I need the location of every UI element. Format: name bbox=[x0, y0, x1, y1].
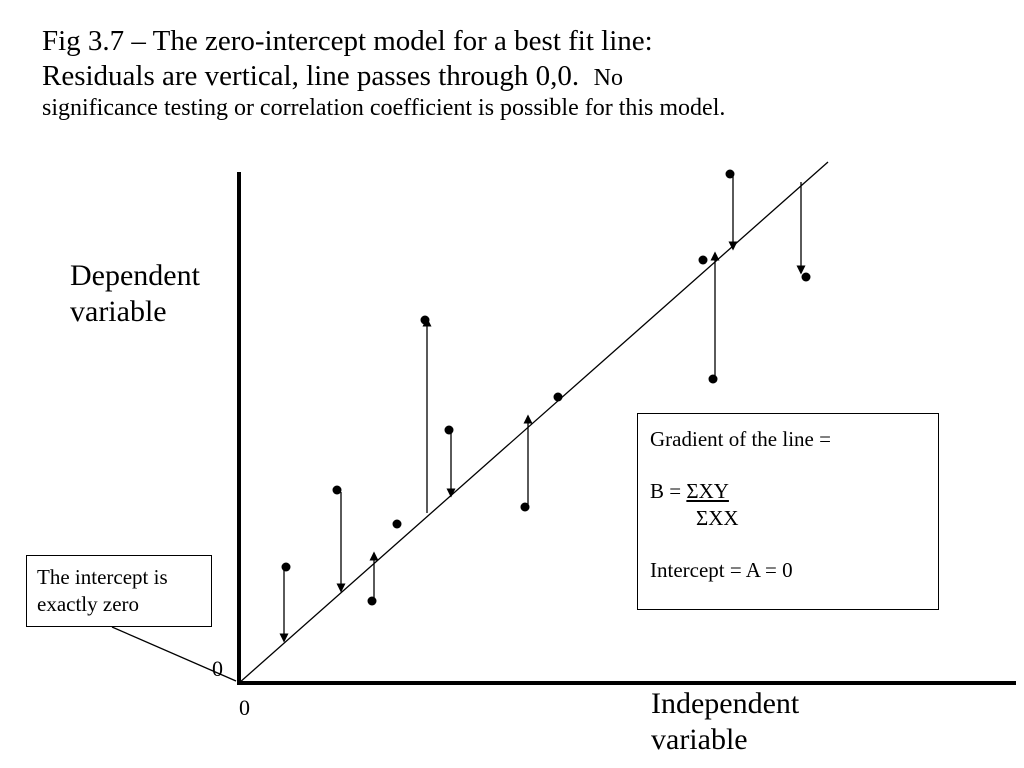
gradient-heading: Gradient of the line = bbox=[650, 427, 831, 451]
data-point bbox=[553, 392, 563, 402]
title-line-2-tail: No bbox=[593, 64, 624, 91]
data-point bbox=[392, 519, 402, 529]
x-axis-label-line-1: Independent bbox=[651, 687, 800, 720]
data-point bbox=[698, 255, 708, 265]
data-point bbox=[725, 169, 735, 179]
data-point bbox=[708, 374, 718, 384]
intercept-pointer bbox=[111, 626, 237, 682]
gradient-formula: B = ΣXY bbox=[650, 478, 926, 504]
x-axis-label: Independent variable bbox=[651, 686, 799, 758]
intercept-note-line-2: exactly zero bbox=[37, 592, 140, 617]
title-line-2-main: Residuals are vertical, line passes thro… bbox=[42, 59, 580, 92]
data-point bbox=[281, 562, 291, 572]
y-axis-label: Dependent variable bbox=[70, 258, 200, 330]
data-point bbox=[367, 596, 377, 606]
y-axis-label-line-2: variable bbox=[70, 295, 167, 328]
data-point bbox=[420, 315, 430, 325]
title-line-3: significance testing or correlation coef… bbox=[42, 94, 726, 121]
intercept-formula: Intercept = A = 0 bbox=[650, 557, 793, 582]
gradient-formula-box: Gradient of the line = B = ΣXY ΣXX Inter… bbox=[637, 413, 939, 610]
intercept-note-box: The intercept is exactly zero bbox=[26, 555, 212, 627]
x-origin-label: 0 bbox=[239, 695, 250, 720]
y-axis-label-line-1: Dependent bbox=[70, 259, 200, 292]
residual-arrows bbox=[279, 175, 806, 643]
figure-title: Fig 3.7 – The zero-intercept model for a… bbox=[42, 24, 982, 122]
data-point bbox=[444, 425, 454, 435]
y-origin-label: 0 bbox=[212, 656, 223, 681]
data-point bbox=[801, 272, 811, 282]
intercept-note-line-1: The intercept is bbox=[37, 565, 168, 589]
gradient-denominator: ΣXX bbox=[696, 505, 739, 530]
gradient-numerator: ΣXY bbox=[686, 479, 729, 504]
title-line-1: Fig 3.7 – The zero-intercept model for a… bbox=[42, 25, 653, 57]
data-points bbox=[281, 169, 811, 606]
gradient-b-prefix: B = bbox=[650, 479, 687, 504]
data-point bbox=[332, 485, 342, 495]
data-point bbox=[520, 502, 530, 512]
title-line-2: Residuals are vertical, line passes thro… bbox=[42, 59, 982, 94]
x-axis-label-line-2: variable bbox=[651, 723, 748, 756]
